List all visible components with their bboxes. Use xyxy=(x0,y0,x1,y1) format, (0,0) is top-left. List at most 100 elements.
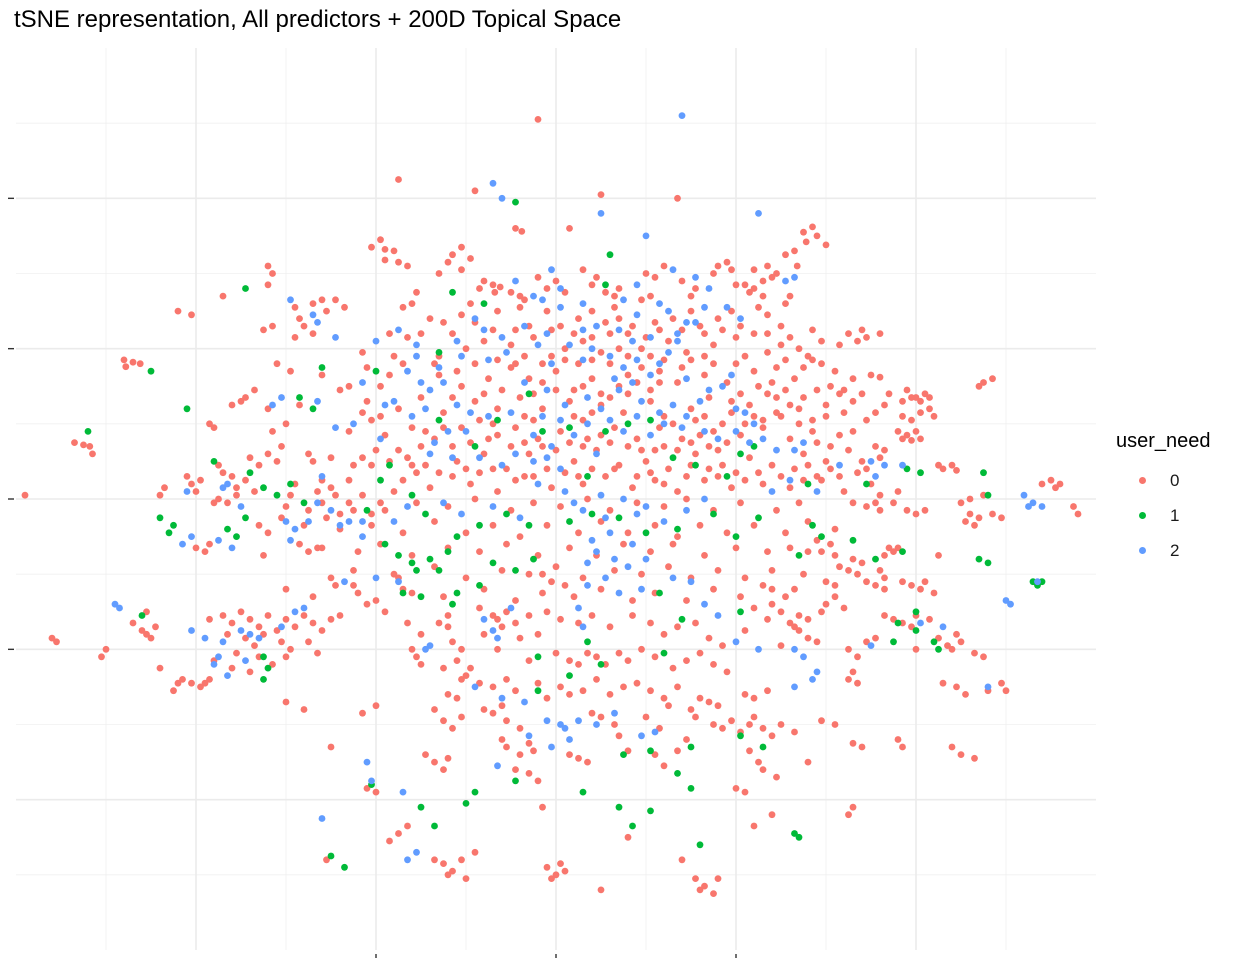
data-point-user-need-2 xyxy=(872,473,879,480)
data-point-user-need-0 xyxy=(786,334,794,341)
data-point-user-need-2 xyxy=(746,439,753,446)
data-point-user-need-0 xyxy=(210,424,218,431)
data-point-user-need-1 xyxy=(917,469,924,477)
data-point-user-need-2 xyxy=(368,777,375,785)
data-point-user-need-1 xyxy=(534,687,542,695)
data-point-user-need-2 xyxy=(755,645,762,653)
data-point-user-need-0 xyxy=(264,450,272,458)
data-point-user-need-0 xyxy=(440,860,447,867)
data-point-user-need-0 xyxy=(723,258,731,266)
data-point-user-need-2 xyxy=(557,416,564,424)
data-point-user-need-0 xyxy=(728,397,735,405)
data-point-user-need-0 xyxy=(233,649,240,657)
data-point-user-need-2 xyxy=(633,311,641,319)
data-point-user-need-0 xyxy=(453,367,461,375)
data-point-user-need-0 xyxy=(971,649,978,657)
data-point-user-need-0 xyxy=(728,307,735,315)
data-point-user-need-0 xyxy=(557,860,564,867)
data-point-user-need-2 xyxy=(548,266,555,274)
data-point-user-need-2 xyxy=(575,717,582,725)
data-point-user-need-0 xyxy=(741,574,749,582)
data-point-user-need-0 xyxy=(71,439,78,446)
data-point-user-need-0 xyxy=(269,428,276,435)
data-point-user-need-0 xyxy=(566,397,573,405)
data-point-user-need-0 xyxy=(660,762,668,770)
data-point-user-need-0 xyxy=(597,713,605,721)
data-point-user-need-2 xyxy=(512,277,519,285)
data-point-user-need-0 xyxy=(552,563,560,571)
data-point-user-need-0 xyxy=(512,619,519,627)
data-point-user-need-2 xyxy=(390,397,398,405)
data-point-user-need-0 xyxy=(849,428,857,435)
data-point-user-need-0 xyxy=(561,469,569,477)
data-point-user-need-2 xyxy=(530,292,537,300)
data-point-user-need-0 xyxy=(197,476,204,484)
data-point-user-need-0 xyxy=(818,337,825,345)
data-point-user-need-2 xyxy=(611,375,618,383)
data-point-user-need-0 xyxy=(696,322,704,330)
data-point-user-need-0 xyxy=(530,747,537,755)
data-point-user-need-0 xyxy=(435,270,443,277)
data-point-user-need-0 xyxy=(521,412,528,420)
data-point-user-need-2 xyxy=(696,397,704,405)
data-point-user-need-0 xyxy=(647,352,654,360)
data-point-user-need-2 xyxy=(939,623,947,631)
data-point-user-need-2 xyxy=(543,330,551,337)
data-point-user-need-0 xyxy=(255,623,263,631)
data-point-user-need-2 xyxy=(278,623,285,631)
data-point-user-need-2 xyxy=(678,424,686,431)
data-point-user-need-1 xyxy=(980,469,987,477)
data-point-user-need-0 xyxy=(714,473,722,480)
data-point-user-need-0 xyxy=(750,604,758,612)
data-point-user-need-0 xyxy=(629,322,636,330)
data-point-user-need-0 xyxy=(849,555,857,563)
data-point-user-need-2 xyxy=(615,326,623,334)
data-point-user-need-2 xyxy=(422,405,429,413)
data-point-user-need-2 xyxy=(210,661,218,668)
data-point-user-need-2 xyxy=(642,503,650,510)
data-point-user-need-0 xyxy=(242,634,249,642)
data-point-user-need-0 xyxy=(764,330,771,337)
data-point-user-need-0 xyxy=(683,349,690,356)
data-point-user-need-1 xyxy=(260,653,267,661)
data-point-user-need-0 xyxy=(624,443,632,450)
data-point-user-need-2 xyxy=(498,194,506,202)
data-point-user-need-0 xyxy=(305,638,312,646)
data-point-user-need-1 xyxy=(674,770,681,777)
data-point-user-need-0 xyxy=(660,630,668,638)
data-point-user-need-0 xyxy=(786,401,794,409)
data-point-user-need-0 xyxy=(692,713,699,721)
data-point-user-need-0 xyxy=(773,364,780,371)
data-point-user-need-0 xyxy=(422,751,429,758)
data-point-user-need-1 xyxy=(566,518,573,525)
data-point-user-need-0 xyxy=(944,642,951,649)
data-point-user-need-2 xyxy=(683,375,690,383)
data-point-user-need-2 xyxy=(350,420,357,428)
data-point-user-need-1 xyxy=(687,743,695,751)
data-point-user-need-0 xyxy=(404,454,411,462)
data-point-user-need-0 xyxy=(336,386,344,394)
data-point-user-need-2 xyxy=(836,461,843,469)
data-point-user-need-0 xyxy=(813,232,821,240)
data-point-user-need-0 xyxy=(818,548,825,555)
data-point-user-need-0 xyxy=(908,582,915,589)
data-point-user-need-2 xyxy=(1029,499,1037,507)
data-point-user-need-0 xyxy=(791,623,798,631)
data-point-user-need-0 xyxy=(782,593,789,601)
data-point-user-need-0 xyxy=(809,356,816,364)
data-point-user-need-0 xyxy=(642,270,650,277)
data-point-user-need-0 xyxy=(624,390,632,398)
data-point-user-need-0 xyxy=(21,491,29,499)
data-point-user-need-0 xyxy=(701,882,708,890)
data-point-user-need-2 xyxy=(534,480,542,488)
data-point-user-need-1 xyxy=(935,645,942,653)
data-point-user-need-0 xyxy=(705,394,713,401)
data-point-user-need-0 xyxy=(651,476,659,484)
data-point-user-need-2 xyxy=(759,435,767,443)
data-point-user-need-0 xyxy=(782,356,789,364)
data-point-user-need-2 xyxy=(620,296,627,304)
data-point-user-need-0 xyxy=(759,277,767,285)
data-point-user-need-0 xyxy=(264,405,272,413)
data-point-user-need-1 xyxy=(732,533,740,540)
data-point-user-need-0 xyxy=(755,469,762,477)
